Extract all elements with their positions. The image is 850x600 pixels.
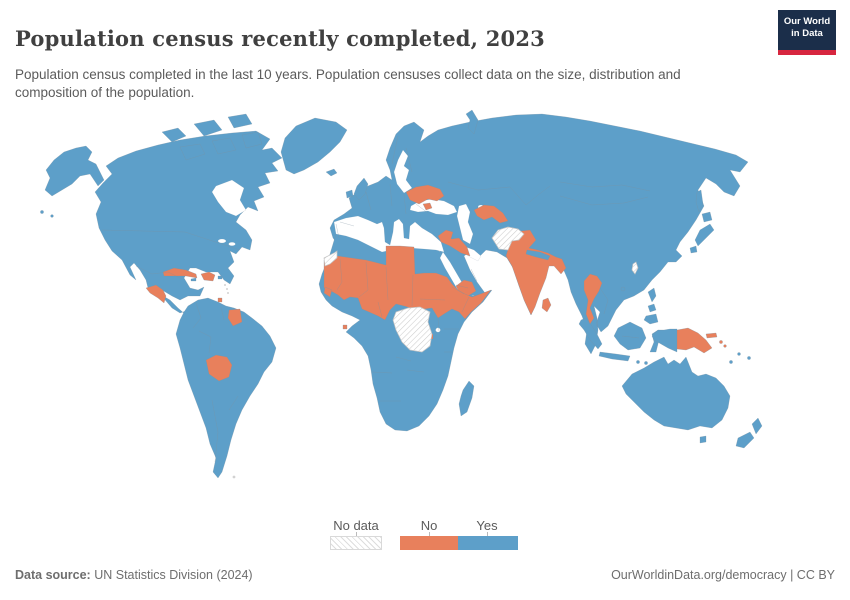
- pacific-island: [729, 360, 733, 364]
- region-jamaica[interactable]: [190, 277, 197, 282]
- legend-label-no-data[interactable]: No data: [333, 518, 379, 533]
- falkland-islands: [232, 475, 236, 479]
- country-solomon-islands[interactable]: [723, 344, 727, 348]
- region-eurasia[interactable]: [329, 113, 749, 355]
- lake-victoria: [435, 327, 441, 333]
- aleutian-island: [50, 214, 54, 218]
- license-link[interactable]: CC BY: [796, 568, 835, 582]
- country-new-britain[interactable]: [705, 332, 718, 339]
- no-countries-layer: [145, 184, 727, 382]
- region-puerto-rico[interactable]: [217, 275, 223, 280]
- caspian-sea: [456, 203, 474, 245]
- lesser-sunda-island: [636, 360, 640, 364]
- lesser-sunda-island: [644, 361, 648, 365]
- region-united-kingdom[interactable]: [353, 177, 369, 201]
- lesser-antilles-island: [226, 288, 228, 290]
- country-syria-iraq[interactable]: [437, 229, 471, 257]
- chart-subtitle: Population census completed in the last …: [15, 66, 681, 101]
- footer-links: OurWorldinData.org/democracy | CC BY: [611, 568, 835, 582]
- mediterranean-sea: [333, 215, 445, 253]
- region-greenland[interactable]: [280, 117, 348, 175]
- country-suriname[interactable]: [227, 308, 243, 327]
- region-java[interactable]: [598, 351, 631, 362]
- country-papua-new-guinea[interactable]: [676, 327, 713, 354]
- owid-logo-line1: Our World: [783, 16, 831, 27]
- region-iceland[interactable]: [325, 168, 338, 177]
- region-borneo[interactable]: [613, 321, 647, 351]
- country-solomon-islands[interactable]: [719, 340, 723, 344]
- aleutian-island: [40, 210, 44, 214]
- country-ukraine[interactable]: [405, 184, 445, 205]
- region-ireland[interactable]: [345, 189, 354, 199]
- data-source-label: Data source:: [15, 568, 91, 582]
- page-title: Population census recently completed, 20…: [15, 26, 545, 52]
- pacific-island: [737, 352, 741, 356]
- owid-logo[interactable]: Our World in Data: [778, 10, 836, 55]
- country-trinidad-and-tobago[interactable]: [217, 297, 223, 303]
- country-equatorial-guinea[interactable]: [342, 324, 348, 330]
- lesser-antilles-island: [227, 292, 229, 294]
- region-australia[interactable]: [621, 356, 731, 431]
- region-japan[interactable]: [689, 211, 715, 254]
- legend-label-no[interactable]: No: [420, 518, 438, 533]
- country-western-sahara[interactable]: [323, 250, 338, 267]
- owid-link[interactable]: OurWorldinData.org/democracy: [611, 568, 787, 582]
- country-west-african-coast-group[interactable]: [323, 286, 333, 298]
- great-lake: [217, 238, 227, 244]
- country-cuba[interactable]: [162, 267, 198, 279]
- region-philippines[interactable]: [643, 287, 659, 325]
- country-crimea[interactable]: [422, 202, 433, 211]
- arctic-islands: [161, 113, 263, 161]
- pacific-island: [747, 356, 751, 360]
- country-afghanistan[interactable]: [491, 226, 525, 251]
- region-south-america[interactable]: [175, 297, 277, 479]
- country-bolivia[interactable]: [205, 354, 233, 382]
- country-uzbekistan[interactable]: [473, 204, 509, 224]
- legend-swatch-no-data[interactable]: [330, 536, 382, 550]
- sakhalin: [695, 189, 704, 213]
- region-alaska[interactable]: [44, 145, 105, 197]
- country-thailand[interactable]: [583, 273, 603, 325]
- region-new-zealand[interactable]: [735, 417, 763, 449]
- region-madagascar[interactable]: [458, 380, 475, 417]
- country-sri-lanka[interactable]: [541, 297, 552, 313]
- lesser-antilles-island: [224, 284, 226, 286]
- data-source: Data source: UN Statistics Division (202…: [15, 568, 253, 582]
- country-nepal-bhutan[interactable]: [525, 249, 551, 261]
- footer-separator: |: [786, 568, 797, 582]
- data-source-value: UN Statistics Division (2024): [90, 568, 253, 582]
- legend-label-yes[interactable]: Yes: [476, 518, 498, 533]
- country-borders: [101, 135, 651, 463]
- baltic-sea: [393, 149, 413, 194]
- country-pakistan-india-bangladesh[interactable]: [505, 229, 567, 316]
- country-central-america-group[interactable]: [145, 284, 167, 304]
- country-taiwan[interactable]: [631, 261, 639, 275]
- country-sahara-sahel-horn-group[interactable]: [323, 245, 492, 321]
- owid-logo-line2: in Data: [791, 27, 823, 39]
- great-lake: [228, 242, 236, 246]
- region-tasmania[interactable]: [699, 435, 707, 444]
- no-data-layer: [224, 226, 639, 479]
- country-hispaniola[interactable]: [200, 271, 216, 282]
- country-dr-congo[interactable]: [392, 306, 433, 353]
- legend-swatch-yes[interactable]: [458, 536, 518, 550]
- legend-swatch-no[interactable]: [400, 536, 458, 550]
- novaya-zemlya: [465, 109, 479, 135]
- region-hainan: [620, 286, 626, 292]
- hudson-bay: [211, 179, 247, 217]
